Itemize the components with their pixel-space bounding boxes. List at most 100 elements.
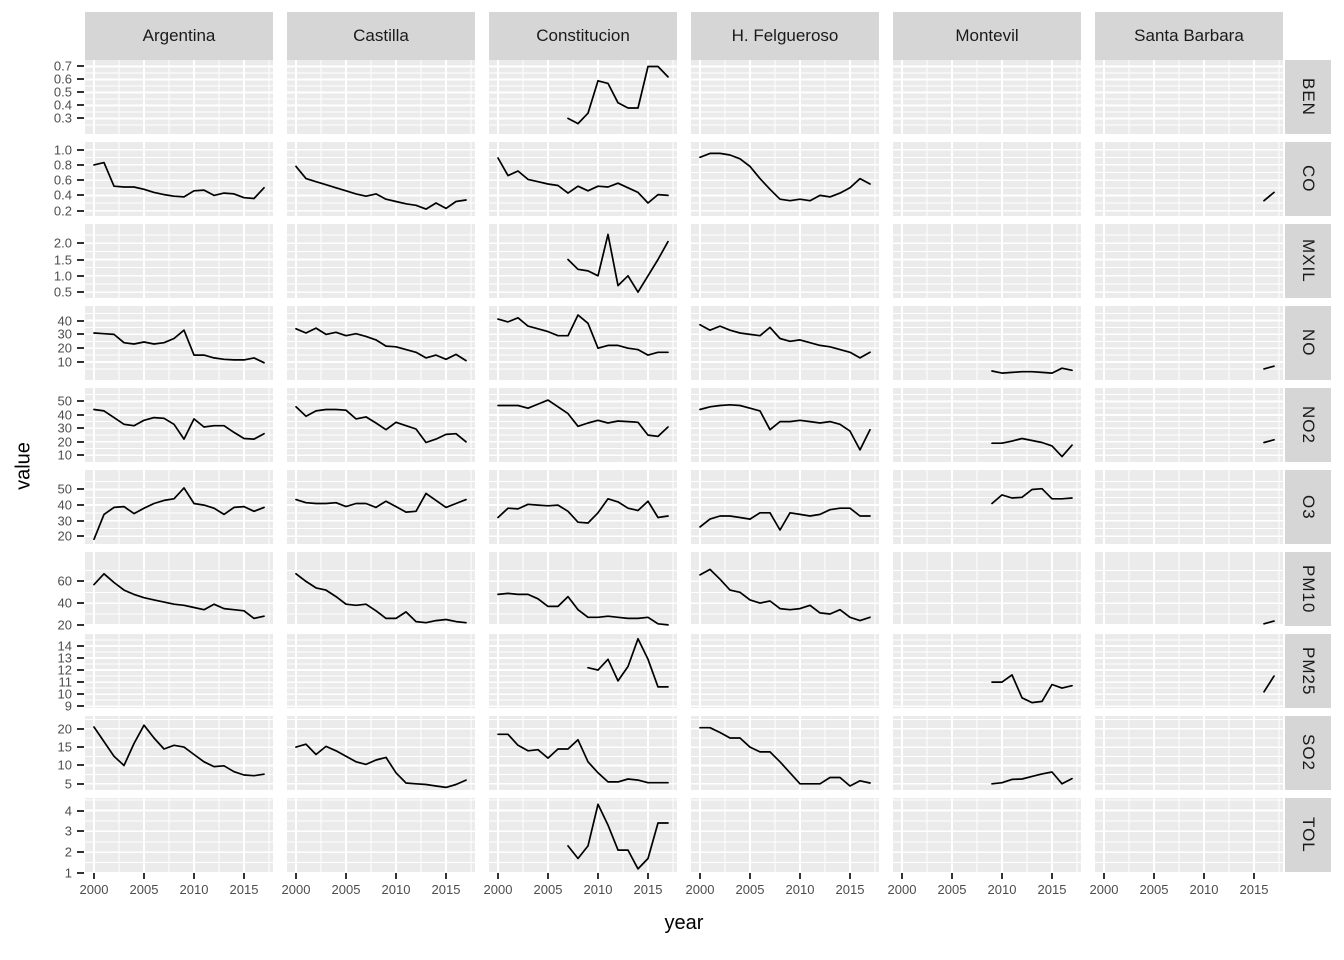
y-tick-label: 5 (64, 776, 72, 792)
x-tick-mark (1153, 873, 1155, 879)
series-line-o3-h-felgueroso (699, 507, 871, 531)
panel-background (1095, 142, 1283, 216)
panel-background (489, 60, 677, 134)
facet-row-label: TOL (1299, 817, 1318, 853)
y-tick-mark (77, 830, 84, 833)
facet-panel-no-constitucion (489, 306, 677, 380)
panel-background (85, 306, 273, 380)
facet-panel-o3-constitucion (489, 470, 677, 544)
facet-panel-no-h-felgueroso (691, 306, 879, 380)
facet-col-strip-constitucion: Constitucion (489, 12, 677, 60)
x-tick-label: 2010 (583, 882, 613, 897)
facet-row-label: O3 (1299, 494, 1318, 520)
y-tick-mark (77, 535, 84, 538)
y-tick-label: 3 (64, 823, 72, 839)
panel-background (1095, 60, 1283, 134)
panel-background (287, 60, 475, 134)
x-tick-mark (295, 873, 297, 879)
y-tick-mark (77, 361, 84, 364)
series-line-no-argentina (93, 329, 265, 364)
y-axis-no: 10 20 30 40 (0, 306, 85, 380)
facet-panel-co-castilla (287, 142, 475, 216)
facet-panel-o3-h-felgueroso (691, 470, 879, 544)
panel-background (85, 142, 273, 216)
x-tick-label: 2005 (735, 882, 765, 897)
series-line-pm25-montevil (991, 674, 1073, 704)
x-tick-label: 2000 (281, 882, 311, 897)
y-tick-mark (77, 782, 84, 785)
facet-row-pm25: 9 10 11 12 13 14 PM25 (0, 634, 1331, 713)
x-tick-mark (1001, 873, 1003, 879)
y-tick-mark (77, 693, 84, 696)
y-axis-o3: 20 30 40 50 (0, 470, 85, 544)
panel-background (287, 142, 475, 216)
x-axis-h-felgueroso: 2000 2005 2010 2015 (686, 872, 879, 900)
series-line-no-montevil (991, 367, 1073, 374)
facet-panel-no2-h-felgueroso (691, 388, 879, 462)
facet-panel-tol-montevil (893, 798, 1081, 872)
series-line-no-castilla (295, 327, 467, 362)
y-tick-mark (77, 440, 84, 443)
y-tick-mark (77, 454, 84, 457)
y-tick-mark (77, 623, 84, 626)
series-line-no-h-felgueroso (699, 323, 871, 359)
facet-panel-so2-castilla (287, 716, 475, 790)
facet-panel-tol-constitucion (489, 798, 677, 872)
y-tick-label: 0.4 (53, 97, 72, 113)
y-tick-mark (77, 764, 84, 767)
facet-panel-mxil-argentina (85, 224, 273, 298)
y-tick-label: 50 (57, 481, 72, 497)
series-line-no-santa-barbara (1263, 365, 1275, 370)
series-line-pm10-h-felgueroso (699, 568, 871, 622)
facet-row-so2: 5 10 15 20 SO2 (0, 716, 1331, 790)
facet-panel-tol-argentina (85, 798, 273, 872)
series-line-no2-santa-barbara (1263, 438, 1275, 444)
y-tick-label: 12 (57, 662, 72, 678)
y-axis-mxil: 0.5 1.0 1.5 2.0 (0, 224, 85, 299)
facet-panel-pm25-h-felgueroso (691, 634, 879, 708)
facet-row-strip-so2: SO2 (1285, 716, 1331, 790)
y-tick-mark (77, 681, 84, 684)
y-tick-mark (77, 333, 84, 336)
facet-row-strip-no2: NO2 (1285, 388, 1331, 462)
panel-background (85, 60, 273, 134)
y-tick-label: 20 (57, 617, 72, 633)
y-tick-mark (77, 274, 84, 277)
facet-col-strip-argentina: Argentina (85, 12, 273, 60)
facet-panel-co-constitucion (489, 142, 677, 216)
x-tick-mark (93, 873, 95, 879)
facet-panel-no-montevil (893, 306, 1081, 380)
x-tick-mark (901, 873, 903, 879)
y-tick-label: 20 (57, 528, 72, 544)
y-tick-mark (77, 645, 84, 648)
x-tick-mark (497, 873, 499, 879)
y-tick-mark (77, 851, 84, 854)
x-axis-argentina: 2000 2005 2010 2015 (80, 872, 273, 900)
x-axis-santa-barbara: 2000 2005 2010 2015 (1090, 872, 1283, 900)
x-tick-mark (1051, 873, 1053, 879)
y-tick-label: 10 (57, 447, 72, 463)
facet-panel-pm25-constitucion (489, 634, 677, 708)
series-line-pm25-santa-barbara (1263, 675, 1275, 693)
x-tick-label: 2010 (381, 882, 411, 897)
y-tick-label: 9 (64, 698, 72, 714)
panel-background (85, 224, 273, 298)
facet-panel-so2-constitucion (489, 716, 677, 790)
x-axis-montevil: 2000 2005 2010 2015 (888, 872, 1081, 900)
facet-panel-no-castilla (287, 306, 475, 380)
y-tick-label: 1.5 (53, 252, 72, 268)
y-tick-label: 13 (57, 650, 72, 666)
panel-background (893, 388, 1081, 462)
facet-panel-so2-montevil (893, 716, 1081, 790)
y-axis-tol: 1 2 3 4 (0, 798, 85, 880)
facet-panel-no2-argentina (85, 388, 273, 462)
series-line-no2-argentina (93, 408, 265, 440)
y-tick-mark (77, 657, 84, 660)
facet-row-tol: 1 2 3 4 TOL (0, 798, 1331, 880)
y-axis-no2: 10 20 30 40 50 (0, 388, 85, 462)
panel-background (287, 224, 475, 298)
x-tick-label: 2010 (179, 882, 209, 897)
facet-row-label: PM25 (1299, 646, 1318, 696)
y-tick-label: 1.0 (53, 142, 72, 158)
facet-panel-ben-santa-barbara (1095, 60, 1283, 134)
